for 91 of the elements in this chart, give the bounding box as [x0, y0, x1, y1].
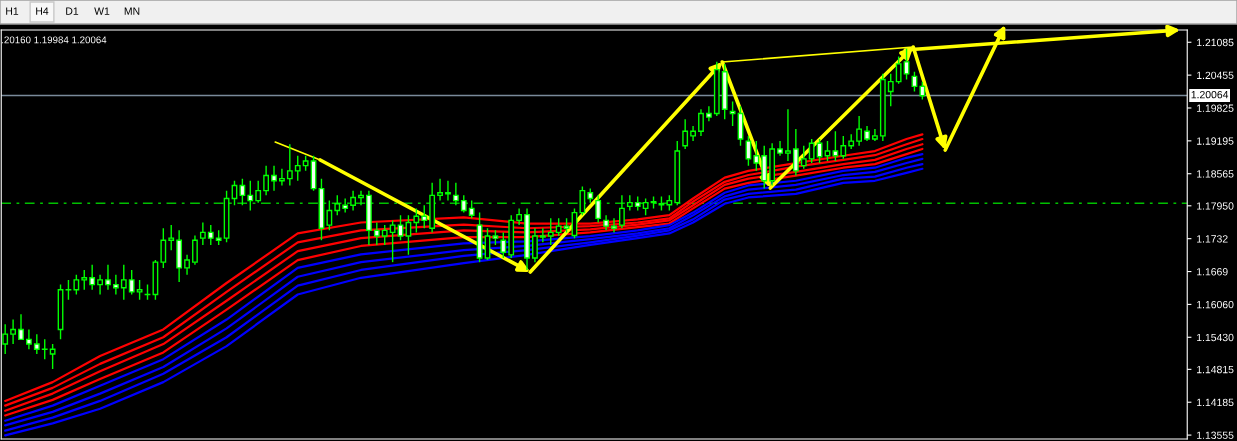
- candlestick: [18, 313, 24, 341]
- candlestick: [41, 338, 48, 360]
- candlestick: [903, 48, 910, 81]
- candlestick: [856, 115, 863, 147]
- candlestick: [887, 73, 894, 107]
- candlestick: [160, 227, 167, 269]
- candlestick: [595, 194, 602, 224]
- candlestick: [184, 254, 190, 276]
- candlestick: [682, 118, 689, 150]
- candlestick: [792, 128, 799, 177]
- candlestick: [484, 227, 491, 261]
- candlestick: [626, 194, 633, 212]
- y-tick-label: 1.14815: [1197, 365, 1234, 374]
- y-tick-label: 1.21085: [1197, 38, 1234, 47]
- candlestick: [547, 217, 554, 246]
- candlestick: [89, 264, 96, 291]
- text: H1: [6, 7, 19, 15]
- y-tick-label: 1.19195: [1197, 137, 1234, 145]
- candlestick: [785, 108, 791, 162]
- candlestick: [73, 273, 80, 296]
- candlestick: [579, 185, 586, 216]
- candlestick: [263, 164, 270, 197]
- candlestick: [136, 279, 143, 301]
- candlestick: [350, 189, 356, 212]
- y-tick-label: 1.1669: [1197, 268, 1228, 276]
- y-tick-label: 1.19825: [1197, 104, 1234, 112]
- candlestick: [192, 234, 198, 266]
- candlestick: [452, 182, 459, 206]
- candlestick: [753, 140, 760, 172]
- candlestick: [705, 105, 712, 122]
- text: H4: [36, 7, 49, 15]
- candlestick: [840, 135, 847, 160]
- candlestick: [397, 214, 404, 241]
- candlestick: [279, 168, 285, 187]
- candlestick: [824, 140, 831, 162]
- candlestick: [10, 318, 17, 345]
- candlestick: [800, 145, 807, 170]
- text: D1: [66, 7, 79, 15]
- candlestick: [294, 155, 301, 182]
- candlestick: [437, 177, 443, 202]
- candlestick: [26, 328, 32, 350]
- candlestick: [619, 194, 625, 229]
- y-tick-label: 1.16060: [1197, 300, 1234, 309]
- candlestick: [389, 219, 396, 263]
- ref-line-label: 1.20064: [1191, 90, 1229, 99]
- candlestick: [286, 143, 293, 187]
- candlestick: [120, 264, 127, 301]
- candlestick: [239, 177, 246, 206]
- candlestick: [729, 100, 736, 127]
- candlestick: [808, 138, 815, 164]
- y-tick-label: 1.18565: [1197, 170, 1234, 178]
- candlestick: [777, 140, 783, 157]
- candlestick: [334, 194, 341, 216]
- candlestick: [255, 180, 262, 204]
- y-tick-label: 1.14185: [1197, 398, 1234, 407]
- y-tick-label: 1.1732: [1197, 235, 1228, 243]
- candlestick: [500, 231, 507, 259]
- candlestick: [445, 180, 451, 202]
- candlestick: [247, 180, 254, 212]
- candlestick: [326, 199, 333, 232]
- y-tick-label: 1.17950: [1197, 202, 1234, 210]
- candlestick: [539, 227, 546, 244]
- candlestick: [97, 273, 103, 296]
- text: MN: [124, 7, 140, 15]
- text: W1: [94, 7, 110, 15]
- candlestick: [271, 164, 277, 192]
- candlestick: [358, 189, 364, 206]
- candlestick: [413, 207, 420, 234]
- candlestick: [381, 224, 388, 246]
- candlestick: [128, 269, 135, 296]
- candlestick: [112, 273, 119, 296]
- candlestick: [199, 221, 206, 246]
- y-tick-label: 1.15430: [1197, 333, 1234, 342]
- candlestick: [49, 343, 56, 370]
- candlestick: [373, 221, 380, 246]
- candlestick: [33, 333, 40, 355]
- candlestick: [105, 264, 111, 291]
- candlestick: [81, 269, 88, 291]
- candlestick: [895, 55, 902, 85]
- candlestick: [611, 217, 617, 234]
- candlestick: [421, 204, 428, 229]
- y-tick-label: 1.13555: [1197, 431, 1234, 439]
- candlestick: [832, 130, 839, 162]
- candlestick: [745, 135, 752, 167]
- candlestick: [698, 108, 704, 137]
- candlestick: [207, 224, 214, 246]
- candlestick: [532, 227, 538, 263]
- candlestick: [342, 197, 349, 214]
- y-tick-label: 1.20455: [1197, 71, 1234, 79]
- annotation: .20160 1.19984 1.20064: [2, 36, 107, 44]
- candlestick: [168, 224, 175, 251]
